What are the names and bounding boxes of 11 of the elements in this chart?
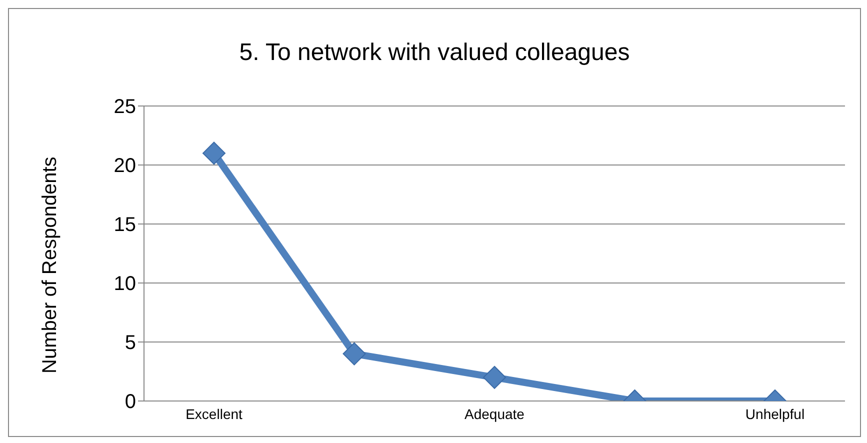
y-tick-label: 20 — [114, 155, 136, 178]
y-tick-label: 10 — [114, 273, 136, 296]
y-tick-label: 0 — [124, 391, 136, 414]
y-tick-label: 15 — [114, 214, 136, 236]
y-axis-title: Number of Respondents — [39, 156, 62, 374]
x-tick-label: Unhelpful — [745, 406, 805, 422]
x-tick-label: Adequate — [464, 406, 525, 422]
y-tick-label: 25 — [114, 96, 136, 118]
y-tick-label: 5 — [124, 332, 136, 354]
chart-title: 5. To network with valued colleagues — [238, 39, 631, 67]
x-tick-label: Excellent — [186, 406, 243, 422]
